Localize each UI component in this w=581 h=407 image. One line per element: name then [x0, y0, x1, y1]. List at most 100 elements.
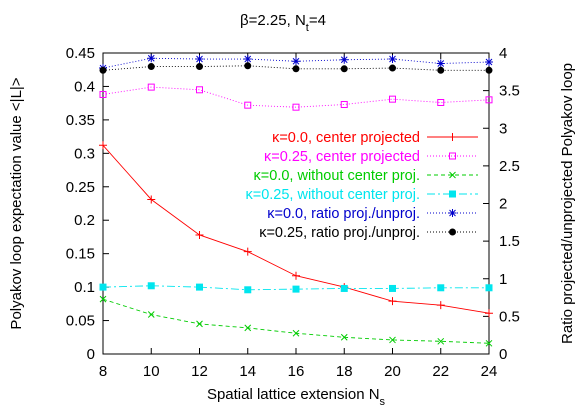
y-left-tick-label: 0.1 [74, 279, 95, 296]
series-layer [99, 54, 493, 347]
series-line [102, 65, 489, 71]
data-point [147, 83, 155, 91]
data-point [389, 336, 396, 344]
legend-entry: κ=0.0, ratio proj./unproj. [267, 206, 478, 222]
series-2 [99, 83, 493, 111]
legend-label: κ=0.25, ratio proj./unproj. [259, 225, 420, 241]
x-tick-label: 22 [432, 363, 449, 380]
data-point [340, 333, 348, 341]
data-point [485, 309, 493, 318]
data-point [292, 103, 300, 111]
y-left-tick-label: 0.35 [66, 112, 95, 129]
series-1 [99, 141, 493, 318]
x-tick-label: 16 [288, 363, 305, 380]
legend-entry: κ=0.0, center projected [272, 130, 478, 146]
legend-marker [448, 133, 457, 141]
x-tick-label: 12 [191, 363, 208, 380]
data-point [99, 66, 107, 74]
y-right-tick-label: 0 [499, 346, 507, 363]
data-point [195, 230, 204, 239]
data-point [340, 55, 349, 64]
data-point [243, 247, 252, 256]
legend-label: κ=0.25, without center proj. [245, 187, 420, 203]
y-axis-left: 0 0.05 0.1 0.15 0.2 0.25 0.3 0.35 0.4 0.45 [66, 45, 109, 363]
series-6 [99, 62, 493, 74]
data-point [195, 55, 204, 64]
x-tick-label: 24 [481, 363, 498, 380]
series-3 [99, 295, 493, 347]
legend-entry: κ=0.0, without center proj. [254, 168, 478, 184]
data-point [437, 98, 445, 106]
data-point [292, 285, 300, 293]
data-point [244, 101, 252, 109]
y-right-tick-label: 0.5 [499, 308, 520, 325]
series-line [102, 298, 490, 344]
legend-marker [449, 190, 456, 198]
x-axis: 8 10 12 14 16 18 20 22 24 [99, 53, 498, 380]
data-point [485, 58, 493, 67]
y-right-tick-label: 3 [499, 120, 507, 137]
data-point [388, 55, 397, 64]
data-point [389, 95, 396, 103]
data-point [99, 283, 107, 291]
legend: κ=0.0, center projected κ=0.25, center pr… [245, 130, 478, 241]
legend-label: κ=0.0, center projected [272, 130, 420, 146]
data-point [99, 90, 107, 98]
data-point [243, 55, 252, 64]
legend-label: κ=0.0, ratio proj./unproj. [267, 206, 420, 222]
x-tick-label: 20 [384, 363, 401, 380]
data-point [292, 57, 300, 66]
legend-marker [449, 171, 456, 179]
data-point [292, 329, 300, 337]
data-point [389, 284, 396, 292]
data-point [340, 284, 348, 292]
x-tick-label: 10 [143, 363, 160, 380]
y-axis-right: 0 0.5 1 1.5 2 2.5 3 3.5 4 [483, 45, 520, 363]
chart-title: β=2.25, Nt=4 [240, 12, 326, 34]
plot-frame [102, 52, 490, 355]
data-point [147, 54, 156, 63]
y-left-tick-label: 0 [87, 346, 95, 363]
legend-marker [449, 152, 456, 160]
data-point [244, 324, 252, 332]
data-point [147, 195, 156, 204]
data-point [196, 86, 203, 94]
data-point [485, 96, 493, 104]
x-tick-label: 8 [99, 363, 107, 380]
legend-marker [449, 228, 456, 236]
data-point [244, 286, 252, 294]
data-point [388, 297, 397, 306]
data-point [147, 63, 155, 71]
y-left-tick-label: 0.3 [74, 145, 95, 162]
data-point [147, 311, 155, 318]
y-right-tick-label: 1 [499, 271, 507, 288]
x-tick-label: 18 [336, 363, 353, 380]
legend-marker [448, 209, 457, 217]
y-right-tick-label: 4 [499, 45, 507, 62]
data-point [436, 59, 445, 68]
data-point [437, 284, 445, 292]
y-axis-right-label: Ratio projected/unprojected Polyakov loo… [559, 63, 576, 344]
legend-entry: κ=0.25, ratio proj./unproj. [259, 225, 478, 241]
y-left-tick-label: 0.45 [66, 45, 95, 62]
legend-label: κ=0.25, center projected [264, 149, 420, 165]
data-point [99, 295, 107, 303]
data-point [485, 66, 493, 74]
y-right-tick-label: 1.5 [499, 233, 520, 250]
y-left-tick-label: 0.2 [74, 212, 95, 229]
data-point [437, 66, 445, 74]
data-point [485, 284, 493, 292]
legend-entry: κ=0.25, center projected [264, 149, 478, 165]
data-point [389, 64, 396, 72]
y-right-tick-label: 3.5 [499, 83, 520, 100]
data-point [340, 101, 348, 109]
data-point [99, 141, 107, 150]
y-right-tick-label: 2 [499, 196, 507, 213]
data-point [485, 339, 493, 347]
data-point [244, 62, 252, 70]
data-point [292, 271, 300, 280]
data-point [196, 63, 203, 71]
y-axis-left-label: Polyakov loop expectation value <|L|> [8, 77, 25, 329]
data-point [196, 283, 203, 291]
data-point [436, 301, 445, 310]
